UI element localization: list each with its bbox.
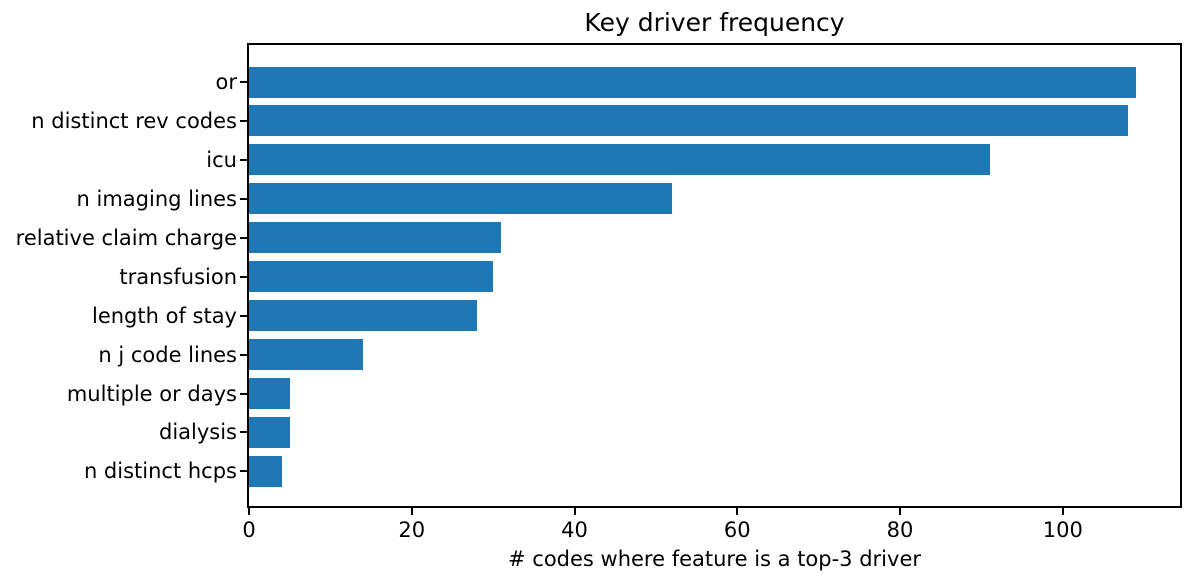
chart-title: Key driver frequency [584,8,845,37]
y-tick-label: length of stay [91,303,237,328]
y-tick-label: relative claim charge [15,225,237,250]
y-tick-mark [240,197,247,200]
bar-length-of-stay [249,300,477,332]
x-tick-label: 0 [242,518,256,542]
bar-dialysis [249,416,290,448]
bar-icu [249,144,990,176]
bar-transfusion [249,261,494,293]
y-tick-label: multiple or days [66,381,237,406]
y-tick-mark [240,158,247,161]
y-tick-mark [240,236,247,239]
x-tick-label: 20 [398,518,426,542]
x-tick-label: 80 [886,518,914,542]
bar-n-distinct-rev-codes [249,105,1128,137]
x-tick-mark [248,508,250,515]
y-tick-mark [240,431,247,434]
x-tick-mark [736,508,739,515]
bar-relative-claim-charge [249,222,502,254]
x-tick-label: 60 [723,518,751,542]
x-tick-mark [1061,508,1064,515]
bar-n-distinct-hcps [249,455,282,487]
y-tick-mark [240,314,247,317]
y-tick-mark [240,275,247,278]
bar-or [249,66,1137,98]
y-tick-label: or [215,70,237,94]
y-tick-mark [240,81,247,83]
x-tick-mark [573,508,576,515]
y-tick-mark [240,119,247,122]
x-tick-mark [899,508,902,515]
y-tick-label: icu [206,147,237,172]
y-tick-label: n j code lines [98,342,237,367]
y-tick-mark [240,470,247,473]
y-tick-label: dialysis [158,420,237,445]
y-tick-label: n distinct rev codes [31,108,237,133]
y-tick-mark [240,353,247,356]
plot-area: or n distinct rev codes icu n imaging lines… [16,45,1180,542]
y-tick-label: transfusion [119,264,237,289]
y-tick-label: n imaging lines [76,186,237,211]
bar-n-imaging-lines [249,183,673,215]
y-tick-mark [240,392,247,395]
x-tick-mark [410,508,413,515]
bar-n-j-code-lines [249,339,363,371]
x-tick-label: 40 [561,518,588,542]
x-axis-label: # codes where feature is a top-3 driver [508,547,921,571]
x-tick-label: 100 [1042,518,1083,542]
bar-multiple-or-days [249,378,290,410]
y-tick-label: n distinct hcps [83,459,237,484]
